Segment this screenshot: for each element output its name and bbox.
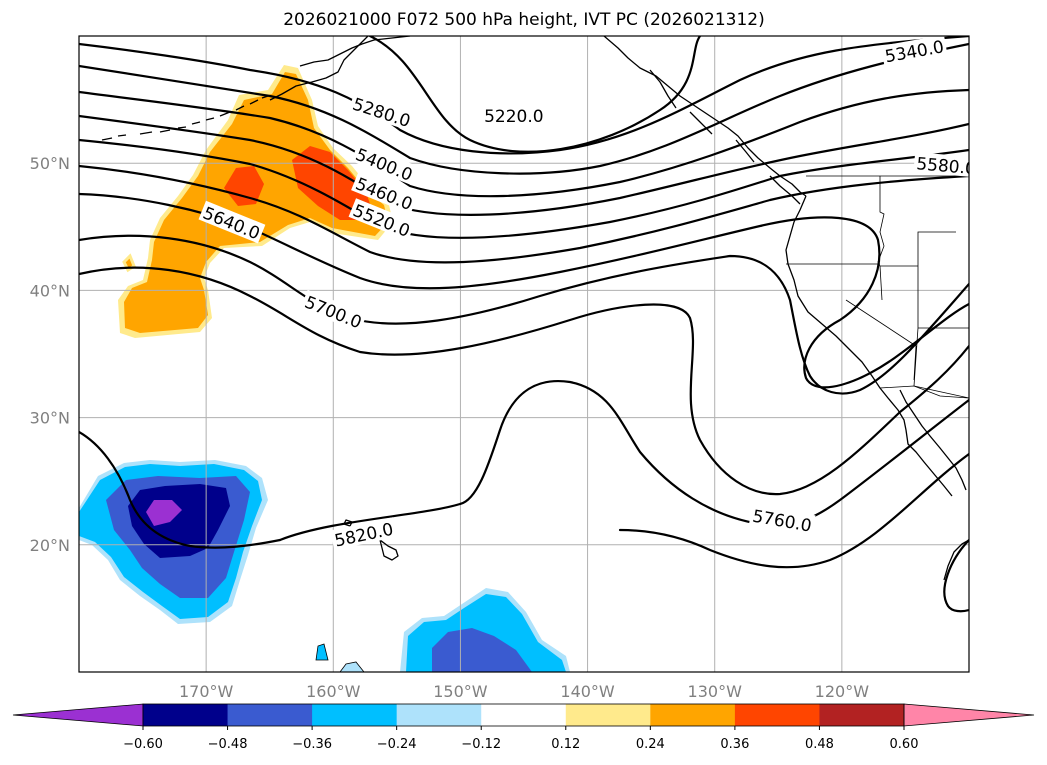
map-area: 5220.05280.05340.05400.05460.05520.05580… <box>79 36 969 672</box>
borders <box>786 175 969 399</box>
contour-5880 <box>943 538 969 613</box>
colorbar-tick-label: −0.48 <box>208 737 248 752</box>
ivt-band-0.36 <box>292 146 372 220</box>
contour-label-halo <box>348 91 416 131</box>
contour-labels: 5220.05280.05340.05400.05460.05520.05580… <box>198 36 969 552</box>
contour-5400 <box>79 88 969 198</box>
colorbar-tick-label: 0.12 <box>551 737 580 752</box>
contour-5520 <box>79 138 969 239</box>
ivt-islet-south2 <box>315 643 329 661</box>
colorbar-extend-min <box>12 703 144 727</box>
colorbar-cell <box>650 704 736 726</box>
contour-5760-south <box>278 379 969 542</box>
lat-tick-label: 30°N <box>30 409 70 428</box>
colorbar-cell <box>734 704 820 726</box>
chart-title: 2026021000 F072 500 hPa height, IVT PC (… <box>283 10 765 30</box>
ivt-islet-south <box>339 661 365 672</box>
gridlines <box>79 36 969 672</box>
colorbar-ticks: −0.60 −0.48 −0.36 −0.24 −0.12 0.12 0.24 0.36 0.4… <box>123 726 918 752</box>
lon-tick-label: 160°W <box>306 682 361 701</box>
ivt-positive-anomaly <box>118 65 393 338</box>
contour-label-halo <box>351 142 418 185</box>
colorbar-tick-label: −0.12 <box>461 737 501 752</box>
contour-5820-east <box>618 452 969 569</box>
colorbar-cell <box>312 704 398 726</box>
aleutian-islands <box>101 95 269 141</box>
contour-label-halo <box>913 151 969 178</box>
colorbar-outline <box>142 703 905 727</box>
colorbar-tick-label: −0.24 <box>377 737 417 752</box>
contour-5280 <box>79 36 969 155</box>
contour-label-halo <box>300 289 368 333</box>
contour-5460 <box>79 114 969 216</box>
ivt-band--0.36-south <box>432 628 532 672</box>
contour-label-halo <box>481 105 546 126</box>
contour-5820 <box>79 430 282 549</box>
contour-5760 <box>79 266 969 496</box>
colorbar-tick-label: 0.60 <box>890 737 919 752</box>
colorbar: −0.60 −0.48 −0.36 −0.24 −0.12 0.12 0.24 0.36 0.4… <box>12 703 1035 752</box>
alaska-coast-south <box>299 36 411 67</box>
contour-label-halo <box>749 504 816 536</box>
map-frame <box>78 35 970 673</box>
west-coast-us <box>785 195 953 497</box>
us-mexico-border <box>879 385 969 399</box>
contour-label-halo <box>880 36 948 66</box>
lon-tick-label: 130°W <box>688 682 743 701</box>
baja-california <box>899 389 967 491</box>
ivt-negative-anomaly-south <box>315 588 570 672</box>
ivt-negative-anomaly-west <box>79 460 268 624</box>
contour-label-text: 5220.0 <box>484 107 543 127</box>
lat-tick-label: 40°N <box>30 281 70 300</box>
axis-labels: 170°W 160°W 150°W 140°W 130°W 120°W 20°N 30°N 40… <box>30 154 870 701</box>
colorbar-cell <box>396 704 482 726</box>
lat-tick-label: 50°N <box>30 154 70 173</box>
colorbar-cell <box>565 704 651 726</box>
contour-5580 <box>79 164 969 264</box>
contour-label: 5220.0 <box>481 105 546 127</box>
lat-tick-label: 20°N <box>30 536 70 555</box>
colorbar-tick-label: 0.24 <box>636 737 665 752</box>
ivt-band-0.36-west <box>224 166 264 206</box>
lon-tick-label: 120°W <box>815 682 870 701</box>
colorbar-tick-label: 0.36 <box>720 737 749 752</box>
colorbar-tick-label: −0.60 <box>123 737 163 752</box>
state-borders <box>786 176 969 399</box>
lon-tick-label: 140°W <box>560 682 615 701</box>
colorbar-tick-label: 0.48 <box>805 737 834 752</box>
colorbar-cell <box>819 704 905 726</box>
colorbar-extend-max <box>903 703 1035 727</box>
contour-label-halo <box>351 171 418 215</box>
contour-label-halo <box>330 517 397 551</box>
mexico-coast <box>943 539 969 581</box>
hawaii-island <box>379 539 399 561</box>
contour-label-halo <box>198 200 266 244</box>
lon-tick-label: 170°W <box>179 682 234 701</box>
contour-label-halo <box>348 198 416 241</box>
contour-5340 <box>79 42 969 175</box>
lon-tick-label: 150°W <box>433 682 488 701</box>
ivt-band--0.60 <box>146 500 182 526</box>
colorbar-cell <box>143 704 229 726</box>
colorbar-cell <box>227 704 313 726</box>
height-contours <box>79 36 969 613</box>
colorbar-cell <box>481 704 567 726</box>
alaska-coast <box>269 36 369 101</box>
ivt-pc-shading <box>79 65 570 672</box>
colorbar-cells <box>12 703 1035 727</box>
colorbar-tick-label: −0.36 <box>292 737 332 752</box>
bc-islands <box>649 69 801 205</box>
contour-5700 <box>79 234 969 395</box>
